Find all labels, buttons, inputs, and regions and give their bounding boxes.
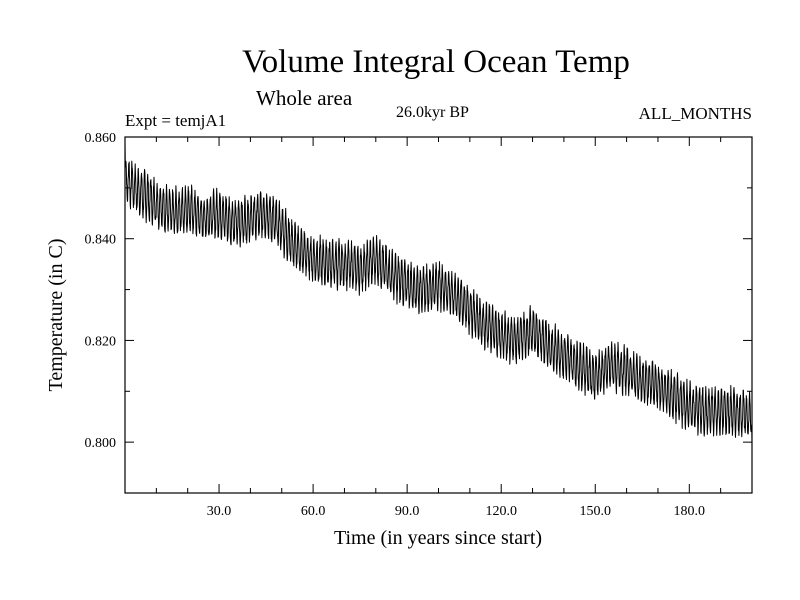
tick-marks	[125, 136, 752, 493]
x-axis-label: Time (in years since start)	[334, 527, 542, 549]
x-tick-label: 90.0	[395, 504, 420, 519]
chart-title: Volume Integral Ocean Temp	[242, 44, 630, 80]
y-tick-label: 0.860	[85, 131, 117, 146]
months-annotation: ALL_MONTHS	[638, 104, 752, 123]
y-tick-label: 0.820	[85, 334, 117, 349]
y-axis-label: Temperature (in C)	[45, 239, 67, 392]
y-tick-label: 0.840	[85, 233, 117, 248]
tick-labels: 30.0 60.0 90.0 120.0 150.0 180.0 0.800 0.820 0.8…	[85, 131, 706, 519]
chart-subtitle: Whole area	[256, 86, 353, 110]
x-tick-label: 120.0	[485, 504, 517, 519]
plot-frame	[124, 136, 753, 494]
x-tick-label: 150.0	[580, 504, 612, 519]
temperature-series-line	[124, 142, 753, 443]
y-tick-label: 0.800	[85, 436, 117, 451]
x-tick-label: 180.0	[674, 504, 706, 519]
x-tick-label: 30.0	[207, 504, 232, 519]
x-tick-label: 60.0	[301, 504, 326, 519]
period-annotation: 26.0kyr BP	[396, 104, 469, 121]
experiment-annotation: Expt = temjA1	[125, 111, 227, 130]
